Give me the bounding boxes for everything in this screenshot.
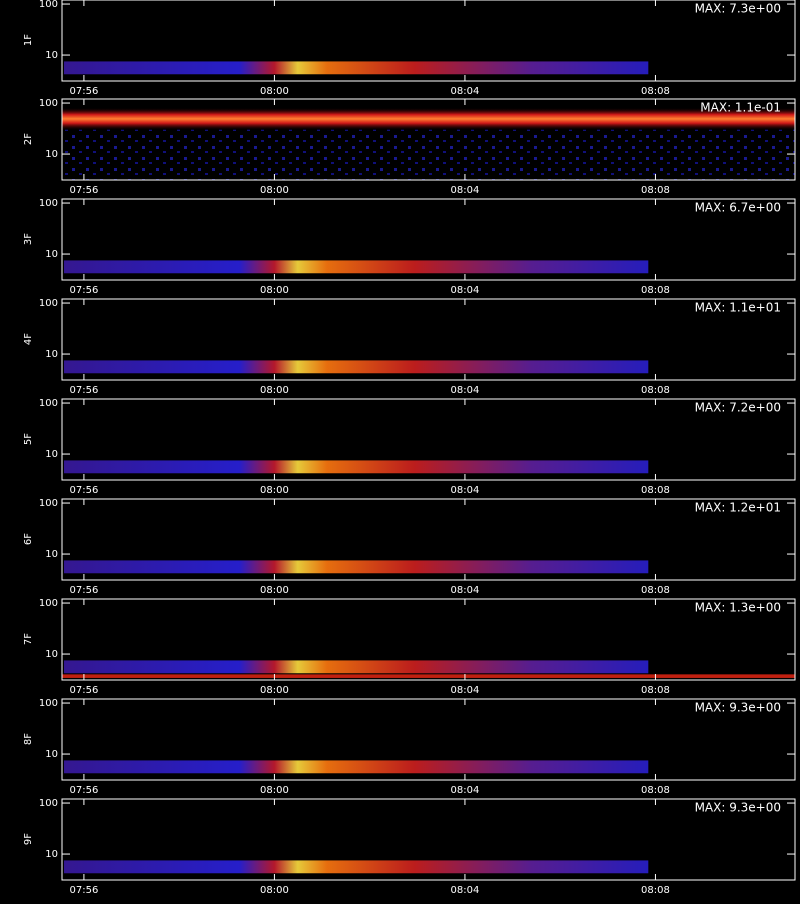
y-axis-label: 6F <box>23 533 34 545</box>
spectrogram-band <box>64 360 649 374</box>
y-tick-label: 100 <box>39 398 58 409</box>
x-tick-label: 08:04 <box>451 885 480 896</box>
x-tick-label: 08:04 <box>451 185 480 196</box>
y-axis-label: 2F <box>23 133 34 145</box>
x-tick-label: 08:00 <box>260 86 289 97</box>
plot-frame <box>61 98 796 181</box>
y-tick-label: 10 <box>45 749 58 760</box>
spectrogram-band <box>64 260 649 274</box>
plot-frame <box>61 398 796 481</box>
x-tick-label: 07:56 <box>69 685 98 696</box>
spectrogram-band <box>64 560 649 574</box>
x-tick-label: 08:04 <box>451 485 480 496</box>
plot-frame <box>61 798 796 881</box>
max-annotation: MAX: 1.1e+01 <box>695 301 781 315</box>
max-annotation: MAX: 1.3e+00 <box>695 601 781 615</box>
y-axis-label: 5F <box>23 433 34 445</box>
x-tick-label: 08:04 <box>451 86 480 97</box>
x-tick-label: 08:00 <box>260 585 289 596</box>
x-tick-label: 08:00 <box>260 685 289 696</box>
x-tick-label: 08:00 <box>260 285 289 296</box>
spectrogram-band <box>64 860 649 874</box>
y-tick-label: 100 <box>39 798 58 809</box>
x-tick-label: 08:04 <box>451 285 480 296</box>
x-tick-label: 07:56 <box>69 285 98 296</box>
plot-frame <box>61 498 796 581</box>
x-tick-label: 07:56 <box>69 885 98 896</box>
x-tick-label: 08:08 <box>641 685 670 696</box>
y-tick-label: 10 <box>45 149 58 160</box>
max-annotation: MAX: 1.2e+01 <box>695 501 781 515</box>
y-tick-label: 10 <box>45 649 58 660</box>
y-tick-label: 10 <box>45 50 58 61</box>
y-tick-label: 10 <box>45 349 58 360</box>
x-tick-label: 08:08 <box>641 86 670 97</box>
max-annotation: MAX: 6.7e+00 <box>695 201 781 215</box>
x-tick-label: 08:00 <box>260 885 289 896</box>
speckle <box>62 129 795 180</box>
spectrogram-band <box>64 460 649 474</box>
y-tick-label: 100 <box>39 698 58 709</box>
max-annotation: MAX: 7.2e+00 <box>695 401 781 415</box>
max-annotation: MAX: 7.3e+00 <box>695 2 781 16</box>
y-tick-label: 10 <box>45 849 58 860</box>
x-tick-label: 08:08 <box>641 185 670 196</box>
y-axis-label: 1F <box>23 34 34 46</box>
y-axis-label: 3F <box>23 233 34 245</box>
x-tick-label: 07:56 <box>69 485 98 496</box>
y-axis-label: 4F <box>23 333 34 345</box>
y-tick-label: 10 <box>45 549 58 560</box>
plot-frame <box>61 698 796 781</box>
max-annotation: MAX: 1.1e-01 <box>700 101 781 115</box>
y-tick-label: 100 <box>39 498 58 509</box>
x-tick-label: 08:04 <box>451 585 480 596</box>
spectrogram-band <box>64 760 649 774</box>
x-tick-label: 08:08 <box>641 485 670 496</box>
x-tick-label: 08:08 <box>641 285 670 296</box>
x-tick-label: 08:08 <box>641 785 670 796</box>
x-tick-label: 08:08 <box>641 585 670 596</box>
y-tick-label: 10 <box>45 249 58 260</box>
max-annotation: MAX: 9.3e+00 <box>695 801 781 815</box>
x-tick-label: 08:04 <box>451 385 480 396</box>
y-tick-label: 100 <box>39 198 58 209</box>
max-annotation: MAX: 9.3e+00 <box>695 701 781 715</box>
x-tick-label: 07:56 <box>69 86 98 97</box>
x-tick-label: 07:56 <box>69 185 98 196</box>
spectrogram-band <box>62 107 795 130</box>
y-tick-label: 10 <box>45 449 58 460</box>
plot-frame <box>61 298 796 381</box>
plot-frame <box>61 198 796 281</box>
spectrogram-band <box>64 660 649 674</box>
x-tick-label: 08:08 <box>641 385 670 396</box>
x-tick-label: 07:56 <box>69 785 98 796</box>
x-tick-label: 07:56 <box>69 585 98 596</box>
y-tick-label: 100 <box>39 598 58 609</box>
plot-frame <box>61 0 796 82</box>
plot-frame <box>61 598 796 681</box>
x-tick-label: 08:00 <box>260 185 289 196</box>
y-tick-label: 100 <box>39 0 58 10</box>
spectrogram-band <box>62 674 795 678</box>
x-tick-label: 08:04 <box>451 685 480 696</box>
x-tick-label: 08:00 <box>260 785 289 796</box>
x-tick-label: 08:00 <box>260 385 289 396</box>
y-axis-label: 8F <box>23 733 34 745</box>
spectrogram-band <box>64 61 649 75</box>
x-tick-label: 07:56 <box>69 385 98 396</box>
y-axis-label: 9F <box>23 833 34 845</box>
x-tick-label: 08:00 <box>260 485 289 496</box>
y-tick-label: 100 <box>39 298 58 309</box>
y-tick-label: 100 <box>39 98 58 109</box>
y-axis-label: 7F <box>23 633 34 645</box>
x-tick-label: 08:08 <box>641 885 670 896</box>
x-tick-label: 08:04 <box>451 785 480 796</box>
